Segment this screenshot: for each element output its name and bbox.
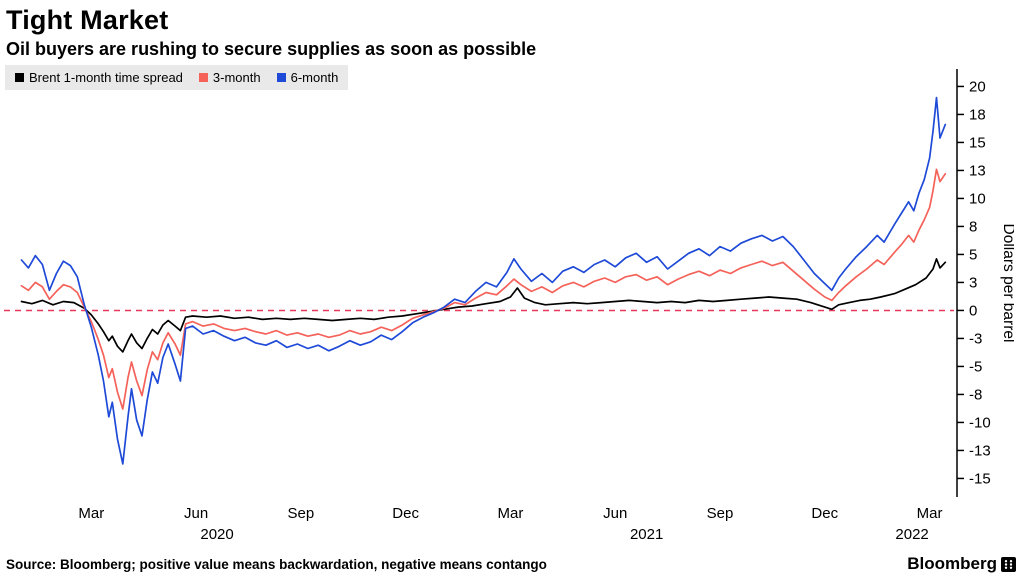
series-line-6-month xyxy=(20,97,947,466)
x-tick-label: Sep xyxy=(707,505,734,522)
chart-header: Tight Market Oil buyers are rushing to s… xyxy=(0,0,1024,59)
legend-label-6month: 6-month xyxy=(290,70,339,86)
x-year-label: 2021 xyxy=(630,526,663,543)
y-axis-title: Dollars per barrel xyxy=(1000,224,1014,343)
x-tick-label: Jun xyxy=(184,505,208,522)
x-tick-label: Dec xyxy=(392,505,419,522)
y-tick-label: 8 xyxy=(969,219,977,236)
y-tick-label: -13 xyxy=(969,443,991,460)
source-note: Source: Bloomberg; positive value means … xyxy=(6,556,547,572)
y-tick-label: 5 xyxy=(969,247,977,264)
legend-item-3month: 3-month xyxy=(198,70,261,86)
y-tick-label: 13 xyxy=(969,163,986,180)
page-subtitle: Oil buyers are rushing to secure supplie… xyxy=(6,38,537,59)
chart-canvas: 20 18 15 13 10 8 5 3 0 -3 -5 -8 -10 -13 -15 Mar Jun Sep De… xyxy=(4,69,1014,543)
x-tick-label: Sep xyxy=(288,505,315,522)
x-tick-label: Mar xyxy=(78,505,104,522)
chart-legend: Brent 1-month time spread 3-month 6-mont… xyxy=(5,65,349,91)
chart-area: 20 18 15 13 10 8 5 3 0 -3 -5 -8 -10 -13 -15 Mar Jun Sep De… xyxy=(0,61,1024,547)
chart-footer: Source: Bloomberg; positive value means … xyxy=(0,554,1024,574)
bloomberg-wordmark: Bloomberg xyxy=(907,554,997,573)
legend-item-6month: 6-month xyxy=(276,70,339,86)
y-tick-label: -15 xyxy=(969,471,991,488)
x-tick-label: Jun xyxy=(603,505,627,522)
y-tick-label: 20 xyxy=(969,79,986,96)
bloomberg-mark-icon xyxy=(1001,556,1016,572)
legend-label-3month: 3-month xyxy=(212,70,261,86)
x-tick-label: Mar xyxy=(498,505,524,522)
series-line-brent-1-month-time-spread xyxy=(20,258,947,354)
y-tick-label: 10 xyxy=(969,191,986,208)
y-tick-label: 0 xyxy=(969,303,977,320)
y-tick-label: 15 xyxy=(969,135,986,152)
legend-item-1month: Brent 1-month time spread xyxy=(15,70,183,85)
page-title: Tight Market xyxy=(6,5,169,35)
x-tick-label: Mar xyxy=(917,505,943,522)
y-tick-label: -8 xyxy=(969,387,982,404)
series-line-3-month xyxy=(20,168,947,411)
y-tick-label: -5 xyxy=(969,359,982,376)
y-tick-label: 18 xyxy=(969,107,986,124)
y-tick-label: -3 xyxy=(969,331,982,348)
y-tick-label: -10 xyxy=(969,415,991,432)
x-tick-label: Dec xyxy=(811,505,838,522)
x-year-label: 2022 xyxy=(895,526,928,543)
x-year-label: 2020 xyxy=(200,526,233,543)
legend-swatch-3month-icon xyxy=(198,73,208,83)
y-tick-label: 3 xyxy=(969,275,977,292)
legend-swatch-1month-icon xyxy=(15,73,24,83)
legend-label-1month: Brent 1-month time spread xyxy=(29,70,183,86)
bloomberg-logo: Bloomberg xyxy=(907,554,1016,574)
legend-swatch-6month-icon xyxy=(276,73,286,83)
